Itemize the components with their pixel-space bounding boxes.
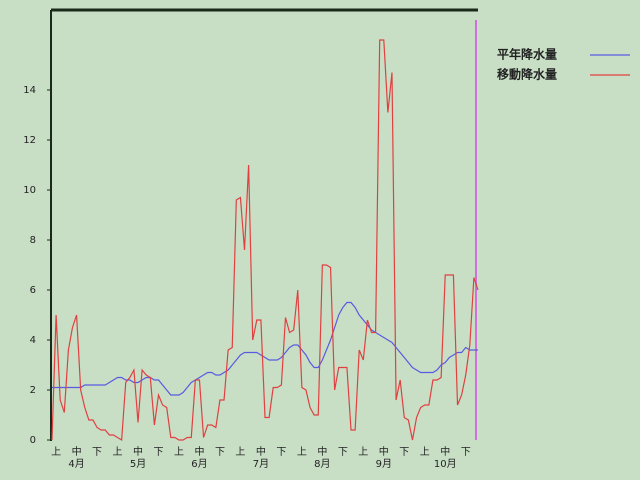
x-tick-label: 中 <box>317 445 327 458</box>
x-tick-label: 上 <box>358 446 368 458</box>
y-tick-label: 10 <box>23 185 36 196</box>
y-tick-label: 6 <box>30 285 36 296</box>
x-tick-label: 下 <box>338 447 348 458</box>
x-tick-label: 中 <box>256 445 266 458</box>
x-tick-label: 上 <box>113 446 123 458</box>
month-label: 4月 <box>68 458 84 470</box>
y-tick-label: 2 <box>30 385 36 396</box>
x-tick-label: 下 <box>276 447 286 458</box>
x-tick-label: 中 <box>133 445 143 458</box>
x-tick-label: 中 <box>440 445 450 458</box>
x-tick-label: 下 <box>215 447 225 458</box>
x-tick-label: 下 <box>461 447 471 458</box>
month-label: 10月 <box>434 458 457 470</box>
y-tick-label: 12 <box>23 135 36 146</box>
x-tick-label: 下 <box>154 447 164 458</box>
month-label: 9月 <box>376 458 392 470</box>
x-tick-label: 下 <box>92 447 102 458</box>
x-tick-label: 上 <box>235 446 245 458</box>
y-tick-label: 8 <box>30 235 36 246</box>
x-tick-label: 上 <box>51 446 61 458</box>
y-tick-label: 14 <box>23 85 36 96</box>
x-tick-label: 上 <box>174 446 184 458</box>
x-tick-label: 上 <box>420 446 430 458</box>
series-line <box>52 301 478 396</box>
month-label: 6月 <box>191 458 207 470</box>
x-tick-label: 下 <box>399 447 409 458</box>
month-label: 5月 <box>130 458 146 470</box>
y-tick-label: 0 <box>30 435 36 446</box>
series-line <box>51 39 479 442</box>
month-label: 7月 <box>253 458 269 470</box>
x-tick-label: 中 <box>72 445 82 458</box>
legend-label: 移動降水量 <box>497 67 557 82</box>
legend-label: 平年降水量 <box>497 47 557 62</box>
month-label: 8月 <box>314 458 330 470</box>
y-tick-label: 4 <box>30 335 36 346</box>
x-tick-label: 上 <box>297 446 307 458</box>
x-tick-label: 中 <box>194 445 204 458</box>
x-tick-label: 中 <box>379 445 389 458</box>
